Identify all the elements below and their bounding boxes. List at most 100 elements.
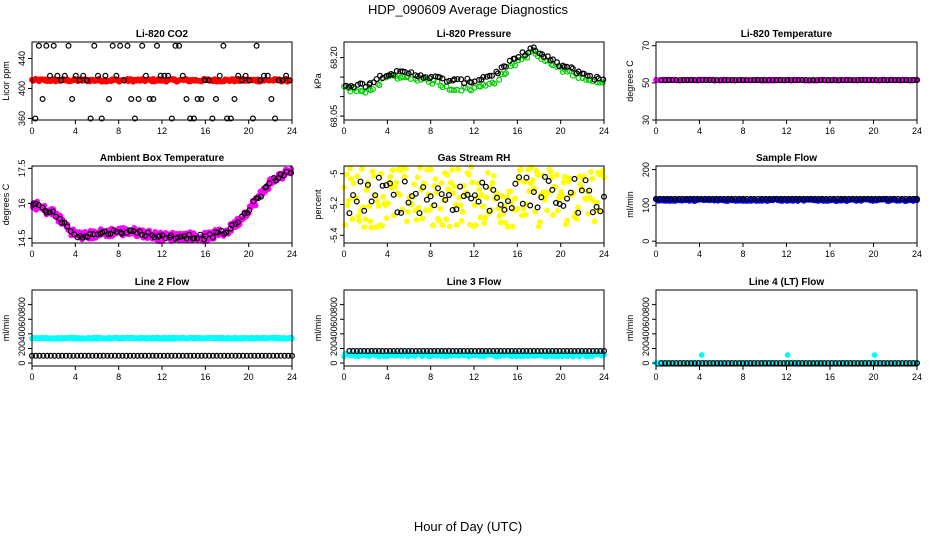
- data-point: [374, 198, 381, 204]
- data-point: [664, 195, 671, 202]
- panel-title: Ambient Box Temperature: [100, 153, 225, 164]
- data-point: [453, 221, 460, 228]
- data-point: [54, 72, 61, 79]
- data-point: [232, 352, 239, 359]
- data-point: [675, 195, 682, 202]
- data-point: [662, 77, 669, 84]
- series-1: [346, 173, 607, 217]
- data-point: [449, 166, 455, 173]
- data-point: [74, 352, 81, 359]
- panel-8: Line 4 (LT) Flow ml/min 0 4 8 12 16 20 24 0 200400…: [625, 277, 922, 382]
- data-point: [910, 195, 917, 202]
- data-point: [883, 195, 890, 202]
- data-point: [179, 352, 186, 359]
- data-point: [802, 77, 809, 84]
- data-point: [205, 77, 212, 84]
- data-point: [547, 168, 554, 175]
- data-point: [251, 352, 258, 359]
- data-point: [394, 209, 401, 216]
- x-tick-label: 12: [157, 372, 167, 382]
- data-point: [183, 352, 190, 359]
- data-point: [736, 195, 743, 202]
- data-point: [898, 195, 905, 202]
- series-1: [32, 42, 293, 122]
- data-point: [283, 72, 290, 79]
- data-point: [872, 195, 879, 202]
- data-point: [442, 196, 449, 203]
- data-point: [869, 77, 876, 84]
- data-point: [51, 352, 58, 359]
- data-point: [383, 348, 390, 355]
- data-point: [895, 195, 902, 202]
- data-point: [739, 77, 746, 84]
- data-point: [821, 77, 828, 84]
- data-point: [117, 42, 124, 49]
- data-point: [477, 214, 484, 221]
- data-point: [138, 352, 145, 359]
- data-point: [486, 348, 493, 355]
- data-point: [589, 175, 595, 182]
- data-point: [660, 195, 667, 202]
- data-point: [490, 186, 497, 193]
- data-point: [359, 80, 366, 87]
- data-point: [460, 193, 467, 200]
- x-tick-label: 24: [287, 372, 297, 382]
- data-point: [461, 80, 468, 87]
- data-point: [243, 352, 250, 359]
- data-point: [496, 76, 503, 83]
- x-tick-label: 24: [599, 126, 609, 136]
- data-point: [108, 352, 115, 359]
- data-point: [49, 208, 56, 215]
- data-point: [494, 194, 501, 201]
- data-point: [76, 77, 83, 84]
- data-point: [398, 348, 405, 355]
- data-point: [202, 77, 209, 84]
- data-point: [435, 185, 442, 192]
- data-point: [402, 165, 409, 172]
- data-point: [792, 195, 799, 202]
- data-point: [206, 231, 213, 238]
- data-point: [280, 172, 287, 179]
- data-point: [209, 352, 216, 359]
- data-point: [40, 352, 47, 359]
- data-point: [747, 195, 754, 202]
- y-tick-label: 600: [17, 312, 27, 327]
- data-point: [361, 224, 368, 230]
- data-point: [600, 76, 607, 83]
- data-point: [209, 234, 216, 241]
- x-tick-label: 0: [653, 126, 658, 136]
- data-point: [548, 174, 555, 181]
- data-point: [405, 209, 411, 215]
- x-tick-label: 16: [512, 372, 522, 382]
- x-tick-label: 20: [868, 249, 878, 259]
- data-point: [505, 198, 512, 205]
- y-tick-label: 50: [641, 78, 651, 88]
- data-point: [516, 174, 523, 181]
- data-point: [486, 72, 493, 79]
- x-tick-label: 24: [599, 249, 609, 259]
- data-point: [361, 348, 368, 355]
- panel-title: Li-820 CO2: [136, 29, 189, 40]
- data-point: [412, 348, 419, 355]
- data-point: [264, 72, 271, 79]
- data-point: [721, 77, 728, 84]
- data-point: [553, 172, 560, 178]
- data-point: [673, 77, 680, 84]
- data-point: [69, 95, 76, 102]
- data-point: [732, 77, 739, 84]
- data-point: [676, 77, 683, 84]
- series-1: [652, 195, 920, 202]
- data-point: [502, 70, 509, 77]
- data-point: [800, 195, 807, 202]
- series-0: [29, 75, 293, 85]
- data-point: [813, 77, 820, 84]
- data-point: [355, 213, 362, 219]
- data-point: [888, 77, 895, 84]
- data-point: [165, 72, 172, 79]
- data-point: [446, 77, 453, 84]
- data-point: [532, 47, 539, 54]
- data-point: [743, 195, 750, 202]
- data-point: [460, 348, 467, 355]
- data-point: [213, 352, 220, 359]
- data-point: [409, 348, 416, 355]
